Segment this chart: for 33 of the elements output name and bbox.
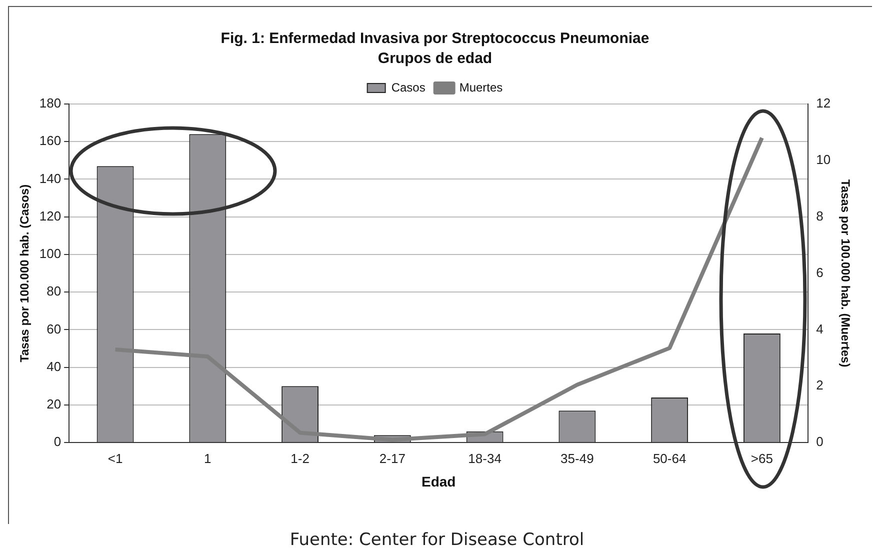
y-tick-label: 160 — [39, 133, 62, 148]
y2-tick-label: 6 — [816, 264, 824, 280]
x-tick-label: 35-49 — [560, 450, 594, 466]
x-tick-label: 18-34 — [468, 450, 502, 466]
y2-tick-label: 10 — [816, 152, 831, 168]
legend-label: Muertes — [459, 80, 503, 94]
x-tick-label: 50-64 — [652, 450, 686, 466]
x-tick-label: <1 — [108, 450, 123, 466]
y-tick-label: 0 — [54, 434, 62, 450]
y-tick-label: 40 — [46, 358, 62, 374]
x-tick-label: 1 — [204, 450, 212, 466]
y-axis-title: Tasas por 100.000 hab. (Casos) — [18, 184, 32, 362]
legend-label: Casos — [391, 80, 426, 94]
y2-tick-label: 4 — [816, 321, 824, 336]
source-note: Fuente: Center for Disease Control — [288, 530, 586, 550]
y-tick-label: 140 — [39, 170, 62, 186]
y-tick-label: 100 — [39, 246, 62, 262]
y2-tick-label: 12 — [816, 96, 831, 111]
x-tick-label: 2-17 — [379, 450, 406, 466]
y-tick-label: 60 — [46, 321, 62, 336]
chart-subtitle: Grupos de edad — [378, 50, 492, 68]
y2-tick-label: 8 — [816, 208, 824, 224]
chart-title: Fig. 1: Enfermedad Invasiva por Streptococcus Pneumoniae — [220, 30, 650, 48]
y2-axis-title: Tasas por 100.000 hab. (Muertes) — [838, 179, 852, 368]
y-tick-label: 20 — [46, 396, 62, 412]
x-tick-label: 1-2 — [290, 450, 310, 466]
x-tick-label: >65 — [750, 450, 773, 466]
y-tick-label: 80 — [46, 284, 62, 299]
y-tick-label: 180 — [39, 96, 62, 111]
y2-tick-label: 2 — [816, 378, 824, 393]
y2-tick-label: 0 — [816, 434, 824, 450]
x-axis-title: Edad — [422, 473, 456, 490]
y-tick-label: 120 — [39, 208, 62, 224]
